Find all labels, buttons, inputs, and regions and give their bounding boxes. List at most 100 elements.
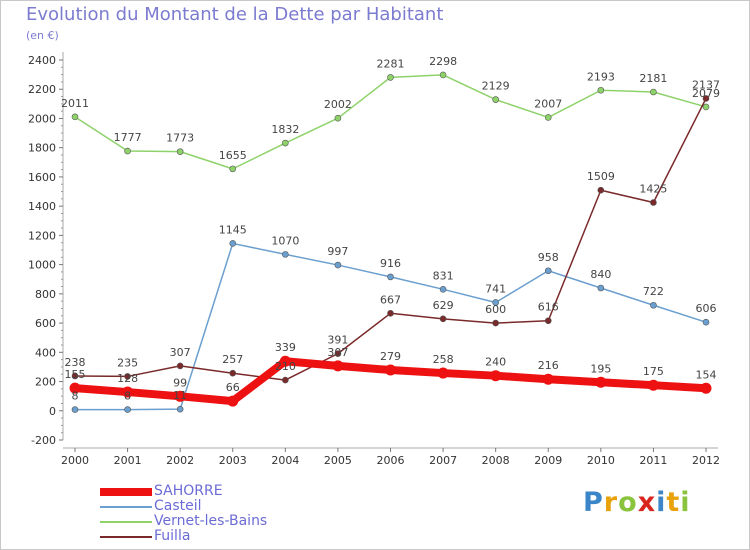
data-point xyxy=(282,376,289,384)
data-point xyxy=(647,379,659,391)
data-label: 2281 xyxy=(377,57,405,70)
data-label: 8 xyxy=(124,390,131,403)
data-point xyxy=(597,284,605,292)
logo-letter: r xyxy=(603,487,619,518)
data-label: 339 xyxy=(275,341,296,354)
data-point xyxy=(702,318,710,326)
data-point xyxy=(334,350,342,357)
data-point xyxy=(492,299,499,306)
x-tick-label: 2001 xyxy=(114,454,142,467)
data-point xyxy=(492,96,499,103)
data-point xyxy=(227,395,239,407)
y-tick-label: 2000 xyxy=(28,112,56,125)
data-label: 2007 xyxy=(534,97,562,110)
data-label: 258 xyxy=(433,353,454,366)
legend-item-sahorre: SAHORRE xyxy=(100,483,300,499)
data-label: 238 xyxy=(65,356,86,369)
data-label: 2079 xyxy=(692,87,720,100)
data-label: 99 xyxy=(173,376,187,389)
y-tick-label: -200 xyxy=(31,434,56,447)
legend-swatch-sahorre xyxy=(100,488,152,496)
data-label: 154 xyxy=(696,368,717,381)
data-label: 1832 xyxy=(271,123,299,136)
y-tick-label: 0 xyxy=(49,405,56,418)
y-tick-label: 800 xyxy=(35,288,56,301)
legend-label-sahorre: SAHORRE xyxy=(154,483,223,499)
data-label: 210 xyxy=(275,360,296,373)
data-label: 235 xyxy=(117,356,138,369)
data-point xyxy=(385,364,396,376)
x-tick-label: 2012 xyxy=(692,454,720,467)
data-point xyxy=(439,71,447,79)
data-label: 11 xyxy=(173,389,187,402)
x-tick-label: 2000 xyxy=(61,454,89,467)
logo-letter: t xyxy=(666,487,681,518)
data-label: 1773 xyxy=(166,132,194,145)
data-label: 840 xyxy=(590,268,611,281)
data-point xyxy=(282,139,289,147)
data-label: 175 xyxy=(643,365,664,378)
y-tick-label: 200 xyxy=(35,376,56,389)
data-label: 831 xyxy=(433,269,454,282)
y-tick-label: 1600 xyxy=(28,171,56,184)
data-label: 2193 xyxy=(587,70,615,83)
data-point xyxy=(542,373,554,385)
data-label: 2181 xyxy=(639,72,667,85)
data-label: 66 xyxy=(226,381,240,394)
data-point xyxy=(334,261,342,269)
y-tick-label: 1800 xyxy=(28,142,56,155)
data-label: 1777 xyxy=(114,131,142,144)
data-label: 916 xyxy=(380,257,401,270)
legend-swatch-vernet xyxy=(100,521,152,523)
data-label: 307 xyxy=(170,346,191,359)
legend-item-casteil: Casteil xyxy=(100,498,300,514)
logo-letter: P xyxy=(583,487,604,518)
logo-letter: i xyxy=(680,487,691,518)
data-label: 307 xyxy=(327,346,348,359)
data-point xyxy=(124,406,131,413)
data-point xyxy=(387,273,394,281)
data-label: 958 xyxy=(538,251,559,264)
data-label: 8 xyxy=(72,390,79,403)
data-point xyxy=(597,86,605,94)
data-label: 240 xyxy=(485,356,506,369)
data-point xyxy=(702,103,710,111)
chart-unit: (en €) xyxy=(26,29,59,42)
y-tick-label: 600 xyxy=(35,317,56,330)
x-tick-label: 2007 xyxy=(429,454,457,467)
logo-letter: o xyxy=(618,487,638,518)
data-point xyxy=(174,390,186,402)
data-label: 629 xyxy=(433,299,454,312)
data-point xyxy=(122,386,134,398)
data-point xyxy=(229,369,237,377)
legend-swatch-fuilla xyxy=(100,536,152,538)
data-point xyxy=(69,382,81,394)
legend-swatch-casteil xyxy=(100,506,152,508)
data-point xyxy=(702,95,710,102)
data-label: 1655 xyxy=(219,149,247,162)
x-tick-label: 2002 xyxy=(166,454,194,467)
data-point xyxy=(437,367,449,379)
data-point xyxy=(490,370,502,382)
y-tick-label: 1400 xyxy=(28,200,56,213)
data-label: 606 xyxy=(696,302,717,315)
data-point xyxy=(279,355,291,367)
data-label: 2011 xyxy=(61,97,89,110)
data-label: 195 xyxy=(590,362,611,375)
data-point xyxy=(439,315,447,323)
data-point xyxy=(229,240,237,247)
data-label: 997 xyxy=(327,245,348,258)
legend-label-vernet: Vernet-les-Bains xyxy=(154,513,268,529)
x-tick-label: 2004 xyxy=(271,454,299,467)
data-label: 216 xyxy=(538,359,559,372)
x-tick-label: 2009 xyxy=(534,454,562,467)
proxiti-logo: Proxiti xyxy=(583,487,691,518)
x-tick-label: 2003 xyxy=(219,454,247,467)
data-point xyxy=(439,286,447,293)
data-label: 391 xyxy=(327,334,348,347)
data-label: 2002 xyxy=(324,98,352,111)
legend-label-fuilla: Fuilla xyxy=(154,528,191,544)
data-label: 2137 xyxy=(692,78,720,91)
data-label: 1070 xyxy=(271,234,299,247)
data-label: 2298 xyxy=(429,55,457,68)
